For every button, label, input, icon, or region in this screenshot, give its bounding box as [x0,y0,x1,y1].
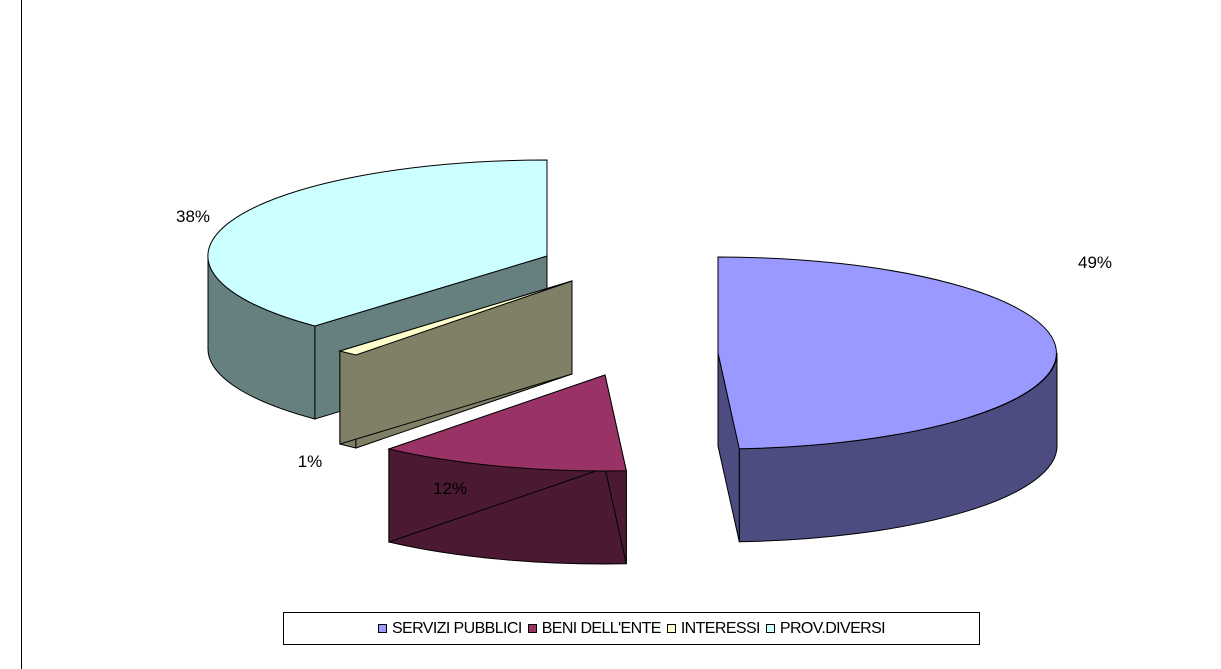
legend-label-prov-diversi: PROV.DIVERSI [779,619,886,637]
legend-swatch-prov-diversi [765,624,775,633]
legend-swatch-beni-dell-ente [527,624,537,633]
pie-slice-top-prov-diversi [207,159,548,327]
pie-slice-top-beni-dell-ente [387,374,627,472]
pie-slice-top-servizi-pubblici [717,256,1057,450]
frame-left-border [21,0,22,669]
pie-label-servizi-pubblici: 49% [1078,253,1112,272]
pie-label-beni-dell-ente: 12% [433,479,467,498]
legend-item-prov-diversi: PROV.DIVERSI [765,619,886,638]
legend-label-beni-dell-ente: BENI DELL'ENTE [541,619,662,637]
pie-slice-beni-dell-ente [387,374,627,565]
pie-slice-interessi [338,280,573,449]
legend-label-servizi-pubblici: SERVIZI PUBBLICI [391,619,522,637]
legend-item-beni-dell-ente: BENI DELL'ENTE [527,619,662,638]
pie-slice-servizi-pubblici [717,256,1058,543]
pie-label-prov-diversi: 38% [176,207,210,226]
pie-slice-top-interessi [338,280,573,356]
legend-item-interessi: INTERESSI [666,619,761,638]
legend-swatch-servizi-pubblici [377,624,387,633]
pie-label-interessi: 1% [298,452,323,471]
legend: SERVIZI PUBBLICI BENI DELL'ENTE INTERESS… [283,612,980,645]
legend-item-servizi-pubblici: SERVIZI PUBBLICI [377,619,522,638]
legend-label-interessi: INTERESSI [680,619,761,637]
legend-swatch-interessi [666,624,676,633]
